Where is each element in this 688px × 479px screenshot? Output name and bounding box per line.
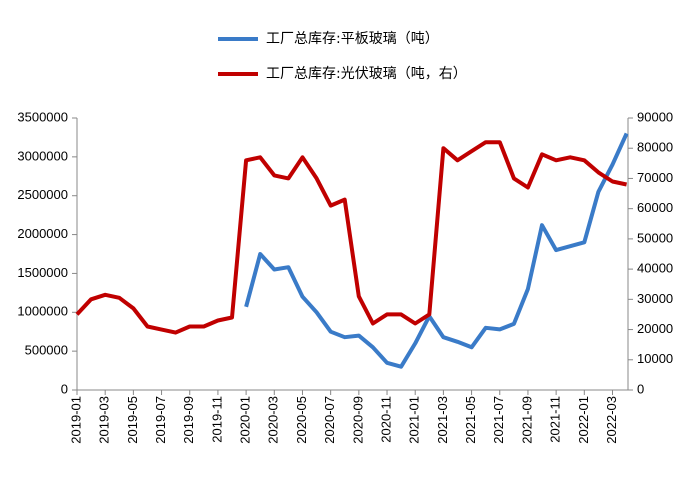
x-tick-label: 2020-05 bbox=[294, 396, 309, 444]
y2-tick-label: 20000 bbox=[637, 321, 673, 336]
series-line bbox=[244, 132, 629, 369]
x-tick-label: 2019-03 bbox=[97, 396, 112, 444]
series-line bbox=[75, 140, 628, 335]
x-tick-label: 2021-05 bbox=[463, 396, 478, 444]
x-tick-label: 2022-03 bbox=[604, 396, 619, 444]
x-tick-label: 2019-05 bbox=[125, 396, 140, 444]
legend: 工厂总库存:平板玻璃（吨） 工厂总库存:光伏玻璃（吨，右） bbox=[218, 30, 467, 82]
y-tick-label: 0 bbox=[61, 381, 68, 396]
y2-tick-label: 0 bbox=[637, 381, 644, 396]
y2-tick-label: 70000 bbox=[637, 170, 673, 185]
y-tick-label: 1500000 bbox=[17, 265, 68, 280]
x-tick-label: 2021-11 bbox=[548, 396, 563, 443]
x-tick-label: 2020-11 bbox=[378, 396, 393, 443]
y2-tick-label: 40000 bbox=[637, 261, 673, 276]
y-tick-label: 500000 bbox=[25, 343, 68, 358]
x-tick-label: 2020-01 bbox=[238, 396, 253, 444]
y-tick-label: 1000000 bbox=[17, 304, 68, 319]
y2-tick-label: 30000 bbox=[637, 291, 673, 306]
y-tick-label: 2500000 bbox=[17, 187, 68, 202]
x-tick-label: 2021-07 bbox=[491, 396, 506, 444]
y-tick-label: 2000000 bbox=[17, 226, 68, 241]
legend-label: 工厂总库存:光伏玻璃（吨，右） bbox=[266, 65, 467, 82]
x-tick-label: 2019-01 bbox=[68, 396, 83, 444]
x-tick-label: 2020-07 bbox=[322, 396, 337, 444]
x-tick-label: 2021-01 bbox=[407, 396, 422, 444]
x-tick-label: 2019-11 bbox=[209, 396, 224, 443]
x-tick-label: 2021-09 bbox=[519, 396, 534, 444]
x-tick-label: 2020-09 bbox=[350, 396, 365, 444]
legend-label: 工厂总库存:平板玻璃（吨） bbox=[266, 30, 439, 47]
x-tick-label: 2021-03 bbox=[435, 396, 450, 444]
x-tick-label: 2022-01 bbox=[576, 396, 591, 444]
x-tick-label: 2020-03 bbox=[266, 396, 281, 444]
y-tick-label: 3500000 bbox=[17, 109, 68, 124]
y2-tick-label: 10000 bbox=[637, 351, 673, 366]
y2-tick-label: 80000 bbox=[637, 140, 673, 155]
y2-tick-label: 90000 bbox=[637, 109, 673, 124]
y-tick-label: 3000000 bbox=[17, 148, 68, 163]
y2-tick-label: 50000 bbox=[637, 230, 673, 245]
x-tick-label: 2019-07 bbox=[153, 396, 168, 444]
y2-tick-label: 60000 bbox=[637, 200, 673, 215]
x-tick-label: 2019-09 bbox=[181, 396, 196, 444]
